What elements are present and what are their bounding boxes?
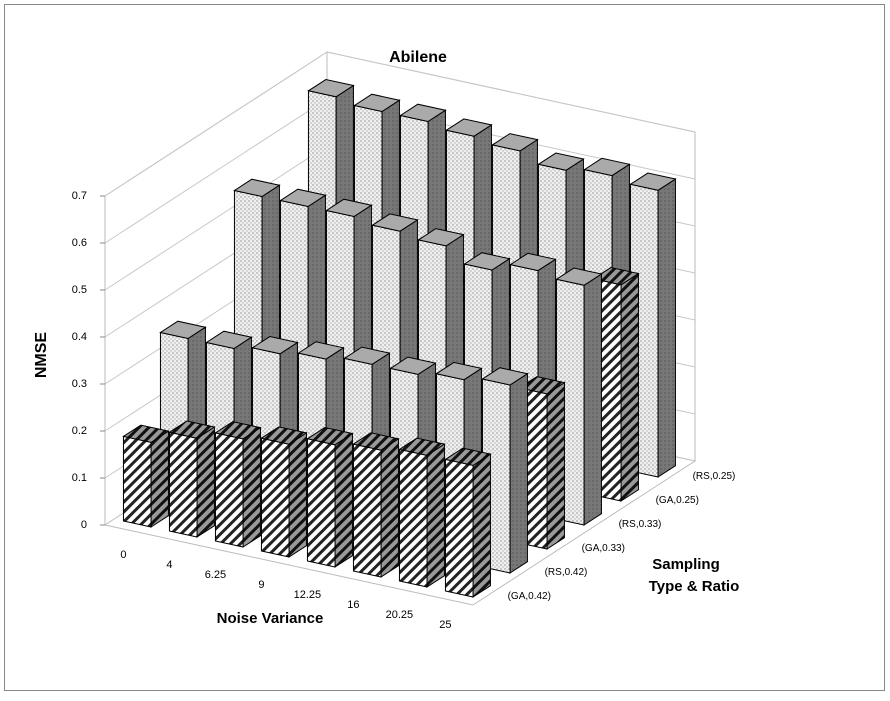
bar-side bbox=[620, 272, 639, 502]
bar-side bbox=[334, 432, 353, 568]
bar-side bbox=[657, 178, 676, 478]
bar-top bbox=[353, 93, 401, 113]
bar bbox=[260, 426, 308, 558]
y-tick-label: 0.7 bbox=[72, 190, 87, 202]
bars bbox=[122, 78, 677, 598]
series-label: (GA,0.33) bbox=[582, 543, 625, 554]
x-tick-label: 20.25 bbox=[386, 609, 414, 621]
bar-top bbox=[399, 103, 447, 123]
bar-front bbox=[444, 458, 474, 598]
bar-top bbox=[159, 320, 207, 340]
series-label: (RS,0.25) bbox=[693, 471, 736, 482]
bar-side bbox=[583, 273, 602, 526]
bar-side bbox=[150, 430, 169, 528]
x-tick-label: 0 bbox=[120, 549, 126, 561]
x-tick-label: 6.25 bbox=[205, 569, 226, 581]
bar bbox=[398, 437, 446, 588]
bar-top bbox=[352, 432, 400, 451]
y-tick-label: 0.6 bbox=[72, 237, 87, 249]
y-tick-label: 0 bbox=[81, 519, 87, 531]
y-tick-label: 0.3 bbox=[72, 378, 87, 390]
z-axis-title: Sampling bbox=[652, 556, 720, 573]
bar-side bbox=[380, 437, 399, 578]
bar-top bbox=[251, 335, 299, 355]
bar-top bbox=[343, 346, 391, 365]
bar-top bbox=[583, 157, 631, 177]
y-tick-label: 0.1 bbox=[72, 472, 87, 484]
bar-top bbox=[205, 330, 253, 350]
bar-top bbox=[463, 252, 511, 271]
bar-front bbox=[122, 435, 152, 528]
bar-side bbox=[546, 381, 565, 550]
bar-top bbox=[592, 266, 640, 286]
bar-front bbox=[260, 437, 290, 558]
bar-top bbox=[325, 198, 373, 218]
x-tick-label: 25 bbox=[439, 619, 451, 631]
bar-side bbox=[196, 426, 215, 538]
bar-front bbox=[398, 448, 428, 588]
bar-top bbox=[279, 188, 327, 208]
z-axis-title: Type & Ratio bbox=[649, 578, 740, 595]
grid-line bbox=[104, 51, 696, 197]
bar-side bbox=[288, 431, 307, 558]
bar bbox=[306, 426, 354, 568]
bar-side bbox=[242, 426, 261, 548]
x-tick-label: 4 bbox=[166, 559, 172, 571]
bar-front bbox=[306, 438, 336, 568]
bar-top bbox=[371, 213, 419, 232]
bar-top bbox=[233, 178, 281, 198]
bar-top bbox=[307, 78, 355, 98]
bar-top bbox=[629, 172, 677, 191]
bar-side bbox=[509, 372, 528, 574]
y-axis-title: NMSE bbox=[33, 332, 50, 379]
bar bbox=[214, 421, 262, 548]
bar-front bbox=[214, 432, 244, 548]
y-tick-label: 0.4 bbox=[72, 331, 87, 343]
bar bbox=[122, 424, 170, 528]
bar-top bbox=[297, 341, 345, 360]
x-tick-label: 16 bbox=[347, 599, 359, 611]
bar-side bbox=[426, 443, 445, 588]
bar-top bbox=[260, 426, 308, 445]
series-label: (GA,0.25) bbox=[656, 495, 699, 506]
bar bbox=[352, 432, 400, 578]
bar-top bbox=[509, 252, 557, 272]
x-axis-title: Noise Variance bbox=[217, 610, 324, 627]
bar-top bbox=[435, 361, 483, 381]
bar-top bbox=[481, 367, 529, 386]
bar-top bbox=[122, 424, 170, 443]
x-tick-label: 9 bbox=[258, 579, 264, 591]
bar-top bbox=[417, 228, 465, 247]
bar-front bbox=[168, 431, 198, 538]
bar-top bbox=[168, 420, 216, 439]
bar-top bbox=[555, 267, 603, 286]
bar-top bbox=[444, 447, 492, 466]
series-label: (RS,0.33) bbox=[619, 519, 662, 530]
x-tick-label: 12.25 bbox=[294, 589, 322, 601]
bar-top bbox=[445, 118, 493, 137]
y-tick-label: 0.5 bbox=[72, 284, 87, 296]
bar-side bbox=[472, 453, 491, 598]
series-label: (GA,0.42) bbox=[508, 591, 551, 602]
bar-top bbox=[537, 152, 585, 171]
bar-top bbox=[398, 437, 446, 456]
bar-top bbox=[306, 426, 354, 446]
bar-top bbox=[214, 421, 262, 440]
bar bbox=[168, 420, 216, 538]
bar-top bbox=[389, 356, 437, 375]
bar-top bbox=[518, 376, 566, 395]
chart-title: Abilene bbox=[389, 49, 447, 66]
series-label: (RS,0.42) bbox=[545, 567, 588, 578]
bar-top bbox=[491, 133, 539, 152]
bar bbox=[444, 447, 492, 598]
y-tick-label: 0.2 bbox=[72, 425, 87, 437]
bar-front bbox=[352, 443, 382, 578]
